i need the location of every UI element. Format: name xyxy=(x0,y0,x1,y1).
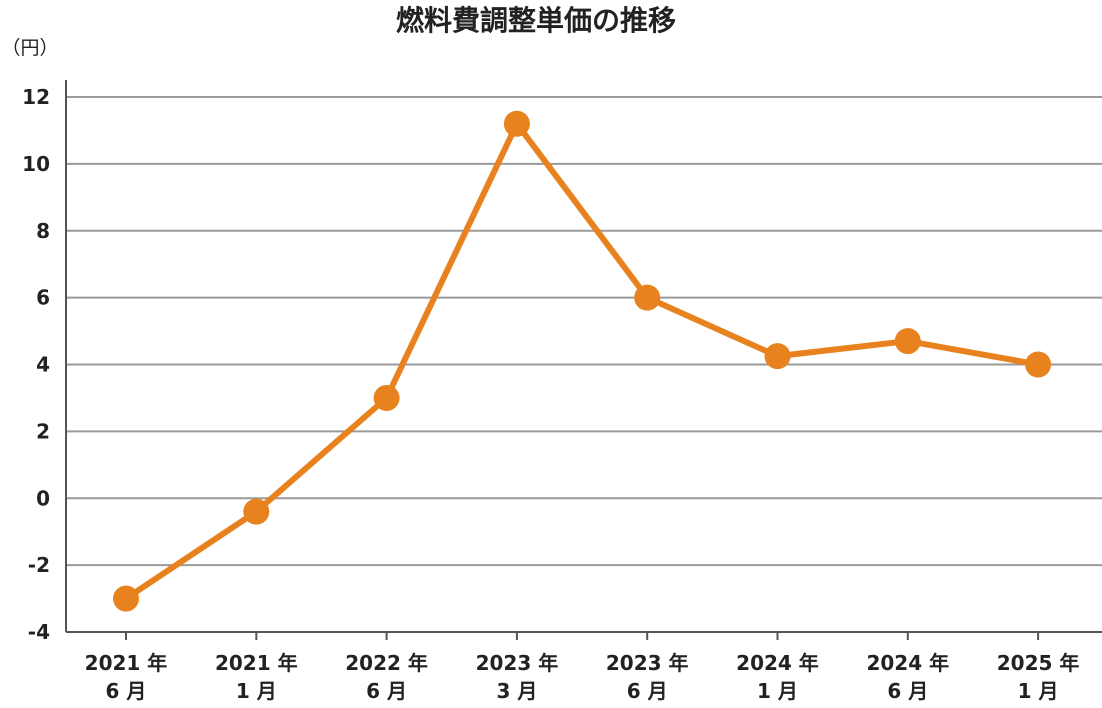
series-line xyxy=(124,117,1039,602)
x-tick-label-year: 2022 年 xyxy=(345,651,428,675)
y-axis-unit-label: （円） xyxy=(1,37,58,59)
data-point xyxy=(764,343,791,370)
y-tick-label: -2 xyxy=(28,553,50,577)
data-point xyxy=(1025,351,1052,378)
x-tick-label-month: 6 月 xyxy=(366,679,407,703)
x-tick-label-month: 1 月 xyxy=(236,679,277,703)
y-tick-label: 0 xyxy=(36,486,50,510)
x-tick-label-month: 6 月 xyxy=(627,679,668,703)
y-tick-label: 8 xyxy=(36,219,50,243)
x-tick-label-year: 2024 年 xyxy=(736,651,819,675)
axes xyxy=(65,80,1102,640)
chart-title: 燃料費調整単価の推移 xyxy=(396,4,676,37)
x-tick-label-year: 2025 年 xyxy=(997,651,1080,675)
data-point xyxy=(113,585,139,612)
x-tick-label-year: 2023 年 xyxy=(476,651,559,675)
x-tick-label-year: 2021 年 xyxy=(85,651,168,675)
x-tick-label-month: 1 月 xyxy=(1018,679,1059,703)
x-tick-label-year: 2023 年 xyxy=(606,651,689,675)
y-tick-label: 10 xyxy=(22,152,50,176)
y-tick-label: 2 xyxy=(36,419,50,443)
x-tick-labels: 2021 年 6 月 2021 年 1 月 2022 年 6 月 2023 年 3 月 2023… xyxy=(85,651,1080,703)
y-tick-labels: 12 10 8 6 4 2 0 -2 -4 xyxy=(22,85,50,644)
y-tick-label: 6 xyxy=(36,286,50,310)
y-tick-label: -4 xyxy=(28,620,50,644)
y-tick-label: 4 xyxy=(36,353,50,377)
x-tick-label-year: 2021 年 xyxy=(215,651,298,675)
data-point xyxy=(894,328,921,355)
x-tick-label-month: 6 月 xyxy=(106,679,147,703)
x-tick-label-month: 1 月 xyxy=(757,679,798,703)
x-tick-label-month: 6 月 xyxy=(887,679,928,703)
x-tick-label-year: 2024 年 xyxy=(866,651,949,675)
data-point xyxy=(634,284,661,311)
x-tick-label-month: 3 月 xyxy=(496,679,537,703)
y-tick-label: 12 xyxy=(22,85,50,109)
gridlines xyxy=(66,96,1102,567)
data-point xyxy=(503,110,530,137)
data-point xyxy=(243,498,270,525)
data-point xyxy=(373,384,400,411)
series xyxy=(113,110,1052,612)
